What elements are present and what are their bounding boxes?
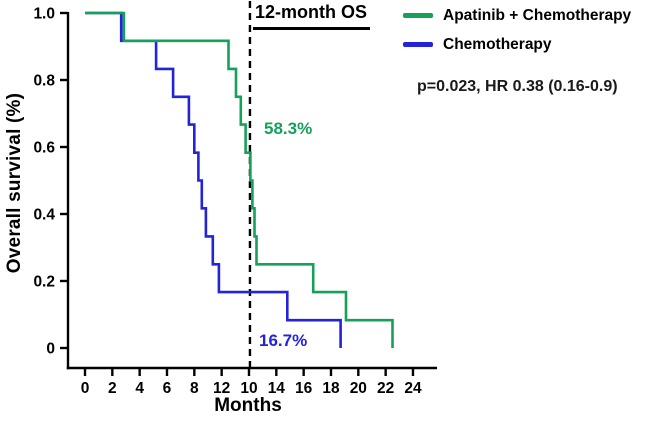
axes [66, 12, 437, 370]
legend-label-chemotherapy: Chemotherapy [443, 35, 552, 53]
apatinib-line-swatch [403, 13, 433, 18]
km-curve-apatinib-chemotherapy [85, 11, 394, 348]
km-curve-chemotherapy [85, 11, 342, 348]
y-axis-ticks: 1.0 0.8 0.6 0.4 0.2 0 [33, 6, 68, 358]
x-tick-label: 8 [190, 380, 199, 397]
x-tick-label: 0 [81, 380, 90, 397]
y-tick-label: 0.8 [33, 73, 55, 90]
x-tick-label: 6 [163, 380, 172, 397]
chemotherapy-line-swatch [403, 42, 433, 47]
y-tick-label: 0 [46, 341, 55, 358]
chemotherapy-12mo-os-value: 16.7% [259, 331, 308, 350]
x-tick-label: 10 [240, 380, 257, 397]
x-tick-label: 12 [213, 380, 230, 397]
x-tick-label: 18 [322, 380, 340, 397]
x-tick-label: 2 [108, 380, 117, 397]
legend-item-chemotherapy: Chemotherapy [403, 35, 631, 54]
x-tick-label: 4 [135, 380, 144, 397]
x-tick-label: 16 [295, 380, 313, 397]
y-tick-label: 0.6 [33, 140, 55, 157]
y-axis-title: Overall survival (%) [4, 92, 25, 274]
statistics-text: p=0.023, HR 0.38 (0.16-0.9) [417, 78, 618, 95]
x-tick-label: 14 [268, 380, 286, 397]
legend: Apatinib + Chemotherapy Chemotherapy [403, 6, 631, 64]
y-tick-label: 0.4 [33, 207, 55, 224]
x-axis-title: Months [214, 395, 282, 416]
x-tick-label: 24 [404, 380, 422, 397]
legend-item-apatinib: Apatinib + Chemotherapy [403, 6, 631, 25]
y-tick-label: 0.2 [33, 274, 55, 291]
twelve-month-os-annotation: 12-month OS [253, 2, 371, 30]
legend-label-apatinib: Apatinib + Chemotherapy [443, 6, 632, 24]
x-tick-label: 20 [350, 380, 367, 397]
apatinib-12mo-os-value: 58.3% [264, 119, 313, 138]
y-tick-label: 1.0 [33, 6, 55, 23]
x-axis-ticks: 0 2 4 6 8 12 10 14 16 18 20 22 24 [81, 368, 422, 397]
x-tick-label: 22 [377, 380, 394, 397]
